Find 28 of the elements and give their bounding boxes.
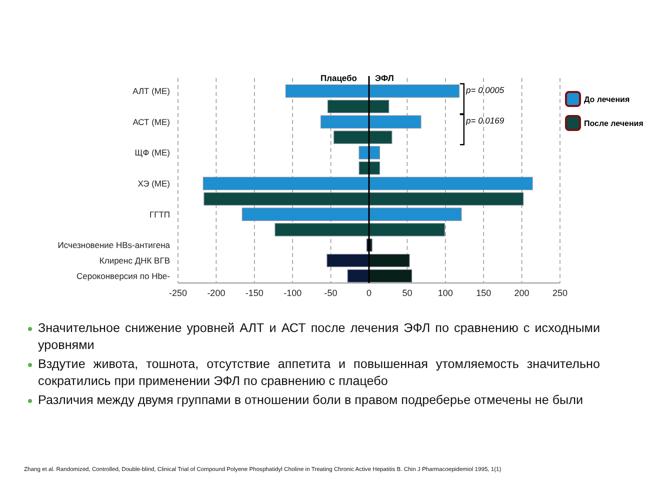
y-tick-label: Клиренс ДНК ВГВ	[99, 256, 170, 266]
x-tick-label: 150	[476, 288, 492, 298]
legend-label: До лечения	[584, 95, 630, 104]
text: Значительное снижение уровней АЛТ и АСТ после лечения ЭФЛ по сравнению с исходными уровнями	[38, 321, 600, 352]
x-tick-label: -200	[207, 288, 226, 298]
y-tick-label: ЩФ (МЕ)	[134, 148, 170, 158]
y-tick-label: ХЭ (МЕ)	[138, 178, 170, 188]
x-tick-label: -150	[245, 288, 264, 298]
text: Вздутие живота, тошнота, отсутствие аппетита и повышенная утомляемость значительно сократились при применении ЭФЛ по сравнению с плацебо	[38, 357, 600, 388]
x-tick-label: 50	[402, 288, 412, 298]
y-tick-label: ГГТП	[149, 209, 170, 220]
annotation: ЭФЛ	[375, 73, 394, 83]
y-tick-label: АЛТ (МЕ)	[132, 86, 170, 96]
text: Различия между двумя группами в отношении боли в правом подреберье отмечены не были	[38, 393, 583, 407]
x-tick-label: -50	[324, 288, 338, 298]
x-tick-label: 100	[438, 288, 453, 298]
annotation: Плацебо	[320, 73, 357, 83]
x-tick-label: -100	[284, 288, 302, 298]
y-tick-label: АСТ (МЕ)	[132, 116, 170, 127]
annotation: p= 0.0169	[465, 116, 504, 126]
x-tick-label: 200	[514, 288, 530, 298]
legend-label: После лечения	[584, 119, 644, 128]
x-tick-label: -250	[168, 288, 188, 298]
y-tick-label: Сероконверсия по Hbe-	[76, 270, 170, 281]
y-tick-label: Исчезновение HBs-антигена	[58, 240, 170, 250]
x-tick-label: 250	[552, 288, 568, 298]
annotation: p= 0.0005	[465, 84, 504, 95]
x-tick-label: 0	[366, 288, 372, 298]
